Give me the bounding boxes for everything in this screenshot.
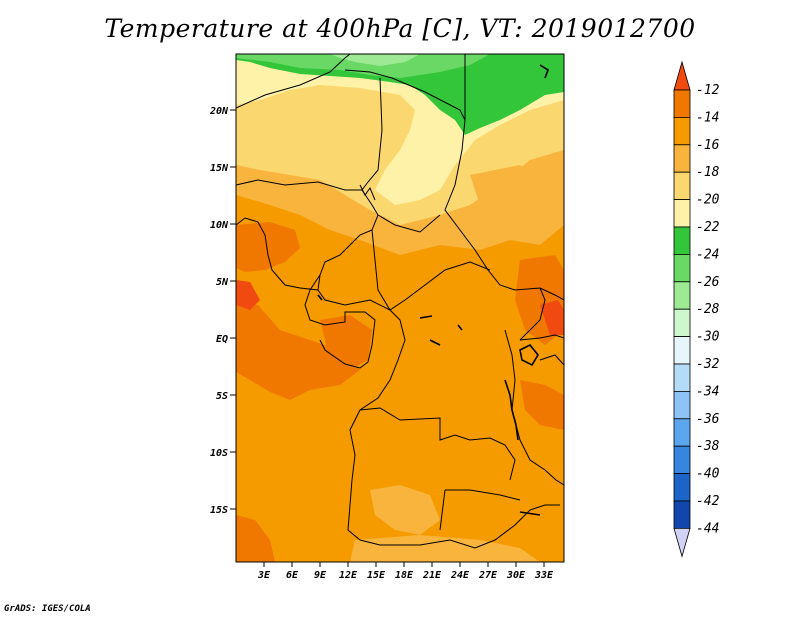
lon-tick-label: 27E	[478, 570, 498, 581]
colorbar-level-label: -32	[696, 357, 720, 372]
colorbar-level-label: -24	[696, 247, 719, 262]
colorbar-level-label: -42	[696, 494, 720, 509]
colorbar-level-label: -18	[696, 165, 720, 180]
colorbar-level-label: -30	[696, 330, 720, 345]
lat-tick-label: 15N	[210, 163, 229, 174]
colorbar-segment	[673, 226, 691, 255]
colorbar-level-label: -16	[696, 138, 720, 153]
lat-tick-label: 5S	[216, 391, 228, 402]
colorbar-segment	[673, 473, 691, 502]
temperature-field	[236, 54, 564, 562]
colorbar-segment	[673, 500, 691, 529]
colorbar-bottom-triangle	[673, 528, 691, 558]
colorbar-top-triangle	[673, 60, 691, 91]
colorbar-level-label: -20	[696, 193, 720, 208]
field-warm-patch-6	[236, 515, 275, 562]
colorbar-segment	[673, 336, 691, 365]
lon-tick-label: 18E	[395, 570, 414, 581]
colorbar-level-label: -28	[696, 302, 720, 317]
field-zone-minus24	[236, 54, 490, 78]
colorbar-segment	[673, 281, 691, 310]
field-cool-patch-3	[470, 165, 545, 210]
colorbar-level-label: -40	[696, 467, 720, 482]
colorbar-level-label: -26	[696, 275, 720, 290]
grads-credit: GrADS: IGES/COLA	[4, 604, 91, 614]
lat-tick-label: 15S	[210, 505, 228, 516]
field-warm-patch-7	[236, 280, 260, 310]
colorbar-segment	[673, 144, 691, 173]
lon-tick-label: 21E	[422, 570, 442, 581]
field-warm-patch-8	[540, 300, 564, 335]
map-frame	[235, 53, 565, 563]
colorbar-level-label: -34	[696, 384, 719, 399]
colorbar-segment	[673, 418, 691, 447]
lat-axis: 20N 15N 10N 5N EQ 5S 10S 15S	[209, 106, 236, 516]
colorbar-segment	[673, 199, 691, 228]
colorbar-level-label: -38	[696, 439, 720, 454]
lat-tick-label: EQ	[216, 334, 228, 345]
lon-tick-label: 6E	[286, 570, 299, 581]
field-cool-patch-2	[350, 535, 540, 562]
field-cool-patch-1	[370, 485, 440, 535]
lon-tick-label: 15E	[367, 570, 386, 581]
colorbar-segment	[673, 89, 691, 118]
lon-tick-label: 33E	[534, 570, 554, 581]
colorbar-segment	[673, 363, 691, 392]
colorbar-segment	[673, 445, 691, 475]
colorbar-segment	[673, 390, 691, 420]
colorbar: -12 -14 -16 -18 -20 -22 -24 -26 -28 -30 -32 -34 -36 -…	[673, 60, 720, 558]
colorbar-level-label: -36	[696, 412, 720, 427]
lon-tick-label: 24E	[450, 570, 470, 581]
lat-tick-label: 5N	[216, 277, 229, 288]
chart-title: Temperature at 400hPa [C], VT: 201901270…	[104, 14, 696, 43]
colorbar-level-label: -22	[696, 220, 720, 235]
lakes	[317, 64, 549, 516]
field-warm-patch-1	[236, 300, 360, 400]
colorbar-segment	[673, 253, 691, 283]
colorbar-level-label: -14	[696, 110, 719, 125]
lon-axis: 3E 6E 9E 12E 15E 18E 21E 24E 27E 30E 33E	[257, 562, 554, 581]
lon-tick-label: 3E	[257, 570, 271, 581]
colorbar-segment	[673, 308, 691, 338]
field-zone-minus22	[236, 54, 564, 135]
colorbar-segment	[673, 117, 691, 146]
colorbar-segment	[673, 171, 691, 200]
colorbar-level-label: -44	[696, 521, 719, 536]
country-borders	[236, 54, 564, 549]
field-warm-patch-5	[520, 380, 564, 430]
field-zone-minus26	[330, 54, 420, 66]
lat-tick-label: 20N	[209, 106, 229, 117]
lon-tick-label: 9E	[314, 570, 327, 581]
colorbar-level-label: -12	[696, 83, 720, 98]
lon-tick-label: 30E	[506, 570, 526, 581]
field-warm-patch-2	[236, 222, 300, 272]
lon-tick-label: 12E	[339, 570, 358, 581]
lat-tick-label: 10N	[210, 220, 229, 231]
lat-tick-label: 10S	[210, 448, 228, 459]
